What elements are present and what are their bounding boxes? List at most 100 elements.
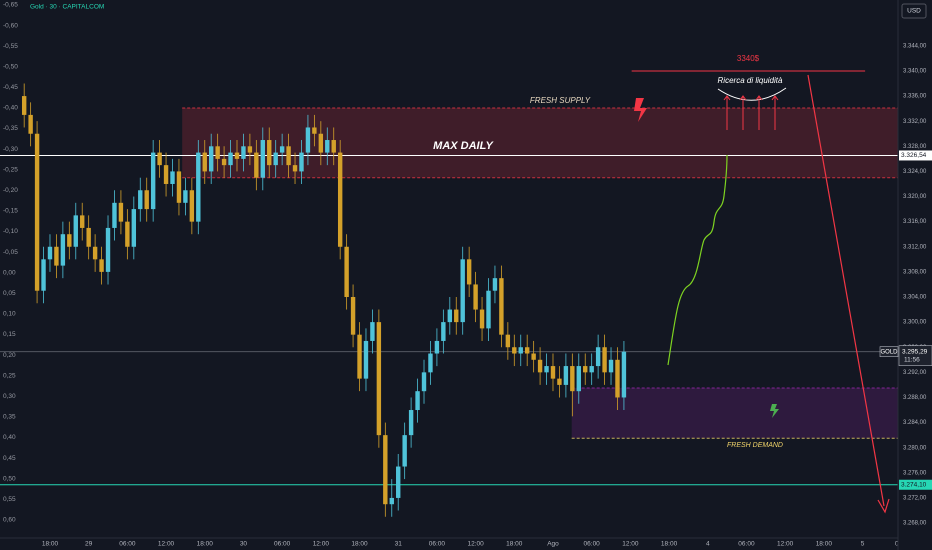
candle-body xyxy=(544,366,549,373)
price-axis-bg xyxy=(898,0,932,550)
candle-body xyxy=(589,366,594,373)
candles xyxy=(21,83,627,517)
candle-body xyxy=(292,165,298,172)
candle-body xyxy=(305,127,311,153)
candle-body xyxy=(344,246,349,297)
last-price-tag xyxy=(898,345,932,366)
y-tick-label: 3.332,00 xyxy=(903,119,927,125)
x-tick-label: Ago xyxy=(547,541,559,548)
countdown: 11:56 xyxy=(904,356,920,363)
x-tick-label: 06:00 xyxy=(119,541,136,548)
y-tick-label: 3.328,00 xyxy=(903,144,927,150)
left-axis: -0,65 -0,60 -0,55 -0,50 -0,45 -0,40 -0,35 -0,30… xyxy=(3,2,18,524)
x-tick-label: 18:00 xyxy=(661,541,678,548)
candle-body xyxy=(279,146,285,153)
demand-label: FRESH DEMAND xyxy=(727,442,783,449)
x-tick-label: 5 xyxy=(861,541,865,548)
liquidity-arc xyxy=(717,87,787,101)
candle-body xyxy=(492,278,498,291)
y-tick-label: 3.272,00 xyxy=(903,496,927,502)
supply-label: FRESH SUPPLY xyxy=(530,96,591,105)
candle-body xyxy=(176,171,182,203)
supply-bolt xyxy=(634,98,647,122)
candle-body xyxy=(318,133,324,153)
candle-body xyxy=(163,165,169,184)
y-tick-label: 3.344,00 xyxy=(903,43,927,49)
candle-body xyxy=(80,215,85,228)
candle-body xyxy=(576,366,581,392)
candle-body xyxy=(73,215,78,247)
price-axis: 3.268,00 3.272,00 3.276,00 3.280,00 3.284,00… xyxy=(903,43,927,526)
y2-tick-label: -0,45 xyxy=(3,84,18,91)
candle-body xyxy=(312,127,317,134)
demand-bolt xyxy=(770,404,779,418)
candle-body xyxy=(105,227,111,272)
candle-body xyxy=(41,259,46,291)
currency-box[interactable] xyxy=(901,3,927,19)
candle-body xyxy=(92,246,98,260)
candle-body xyxy=(357,334,362,379)
liquidity-arrows xyxy=(723,95,779,130)
x-tick-label: 4 xyxy=(706,541,710,548)
candle-body xyxy=(595,347,601,367)
y2-tick-label: 0,00 xyxy=(3,269,16,276)
candle-body xyxy=(131,209,137,247)
y-tick-label: 3.316,00 xyxy=(903,219,927,225)
y2-tick-label: -0,20 xyxy=(3,187,18,194)
candle-body xyxy=(150,152,156,210)
candle-body xyxy=(112,202,117,228)
level-tag-label: 3.326,54 xyxy=(901,152,927,159)
target-label: 3340$ xyxy=(737,54,760,63)
max-daily-label: MAX DAILY xyxy=(433,140,494,152)
x-tick-label: 18:00 xyxy=(197,541,214,548)
candle-body xyxy=(512,347,517,354)
drawings: FRESH SUPPLY FRESH DEMAND MAX DAILY 3340… xyxy=(30,4,890,514)
candle-body xyxy=(563,366,569,385)
time-axis-bg xyxy=(0,538,898,550)
y-tick-label: 3.268,00 xyxy=(903,521,927,527)
candle-body xyxy=(196,152,201,222)
candle-body xyxy=(524,347,530,354)
x-tick-label: 12:00 xyxy=(467,541,484,548)
level-tag xyxy=(899,479,932,490)
candle-body xyxy=(441,322,446,341)
candle-body xyxy=(286,146,291,166)
candle-body xyxy=(621,351,627,398)
x-tick-label: 18:00 xyxy=(816,541,833,548)
candle-body xyxy=(415,391,420,411)
y2-tick-label: -0,65 xyxy=(3,2,18,9)
candle-body xyxy=(402,435,407,467)
x-tick-label: 06:00 xyxy=(429,541,446,548)
candle-body xyxy=(247,146,253,153)
y-tick-label: 3.300,00 xyxy=(903,320,927,326)
candle-body xyxy=(505,334,511,348)
down-arrow-head xyxy=(877,498,890,514)
y2-tick-label: -0,05 xyxy=(3,249,18,256)
candle-body xyxy=(60,234,66,266)
y-tick-label: 3.324,00 xyxy=(903,169,927,175)
x-tick-label: 31 xyxy=(395,541,403,548)
time-axis: 18:00 29 06:00 12:00 18:00 30 06:00 12:00 18:00 3… xyxy=(42,541,908,548)
candle-body xyxy=(615,359,620,398)
y2-tick-label: -0,15 xyxy=(3,208,18,215)
candle-body xyxy=(260,140,265,178)
zone xyxy=(182,108,898,178)
candle-body xyxy=(21,96,27,115)
candle-body xyxy=(383,435,388,505)
x-tick-label: 30 xyxy=(240,541,248,548)
candle-body xyxy=(208,146,214,172)
currency[interactable]: USD xyxy=(907,8,921,15)
candle-body xyxy=(479,309,485,329)
symbol-title: Gold · 30 · CAPITALCOM xyxy=(30,4,104,11)
liquidity-label: Ricerca di liquidità xyxy=(718,76,783,85)
candle-body xyxy=(531,353,536,360)
symbol-label: GOLD xyxy=(880,349,898,355)
candle-body xyxy=(170,171,175,184)
candle-body xyxy=(408,410,414,436)
y-tick-label: 3.340,00 xyxy=(903,69,927,75)
symbol-tag xyxy=(879,346,899,357)
y-tick-label: 3.312,00 xyxy=(903,244,927,250)
candle-body xyxy=(47,246,53,260)
y-tick-label: 3.288,00 xyxy=(903,395,927,401)
